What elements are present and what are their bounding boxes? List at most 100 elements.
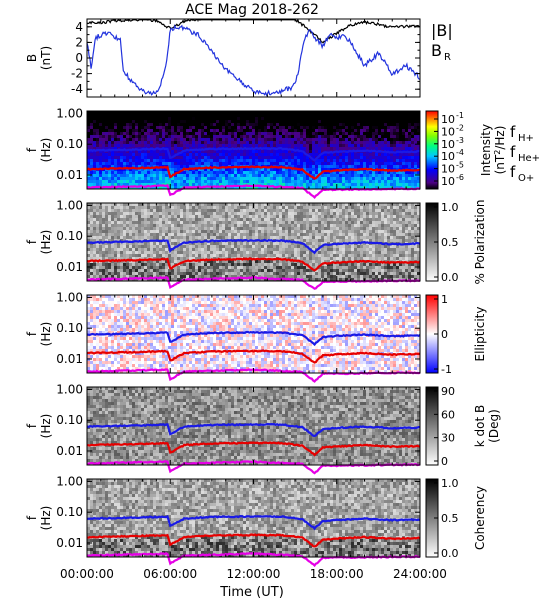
spectrogram-cell — [102, 266, 106, 270]
spectrogram-cell — [105, 206, 109, 210]
spectrogram-cell — [210, 141, 214, 145]
spectrogram-cell — [183, 123, 187, 127]
spectrogram-cell — [126, 218, 130, 222]
spectrogram-cell — [120, 111, 124, 115]
spectrogram-cell — [108, 156, 112, 160]
spectrogram-cell — [156, 278, 160, 282]
spectrogram-cell — [171, 242, 175, 246]
spectrogram-cell — [213, 141, 217, 145]
spectrogram-cell — [96, 171, 100, 175]
spectrogram-cell — [108, 269, 112, 273]
spectrogram-cell — [144, 162, 148, 166]
spectrogram-cell — [243, 212, 247, 216]
spectrogram-cell — [366, 171, 370, 175]
spectrogram-cell — [153, 233, 157, 237]
spectrogram-cell — [129, 203, 133, 207]
spectrogram-cell — [174, 135, 178, 139]
spectrogram-cell — [114, 138, 118, 142]
spectrogram-cell — [297, 254, 301, 258]
spectrogram-cell — [201, 129, 205, 133]
spectrogram-cell — [375, 165, 379, 169]
spectrogram-cell — [417, 183, 421, 187]
spectrogram-cell — [180, 111, 184, 115]
spectrogram-cell — [261, 114, 265, 118]
spectrogram-cell — [117, 171, 121, 175]
spectrogram-cell — [363, 165, 367, 169]
spectrogram-cell — [102, 245, 106, 249]
spectrogram-cell — [216, 129, 220, 133]
spectrogram-cell — [126, 263, 130, 267]
spectrogram-cell — [291, 275, 295, 279]
spectrogram-cell — [270, 266, 274, 270]
spectrogram-cell — [105, 135, 109, 139]
spectrogram-cell — [150, 266, 154, 270]
spectrogram-cell — [159, 111, 163, 115]
spectrogram-cell — [96, 165, 100, 169]
spectrogram-cell — [192, 174, 196, 178]
spectrogram-cell — [267, 168, 271, 172]
spectrogram-cell — [123, 263, 127, 267]
colorbar-tick-label: 10 — [441, 150, 455, 163]
spectrogram-cell — [171, 183, 175, 187]
spectrogram-cell — [195, 162, 199, 166]
spectrogram-cell — [261, 150, 265, 154]
spectrogram-cell — [117, 245, 121, 249]
spectrogram-cell — [315, 126, 319, 130]
spectrogram-cell — [264, 209, 268, 213]
spectrogram-cell — [162, 153, 166, 157]
spectrogram-cell — [207, 230, 211, 234]
spectrogram-cell — [96, 242, 100, 246]
spectrogram-cell — [117, 177, 121, 181]
spectrogram-cell — [141, 260, 145, 264]
spectrogram-cell — [162, 269, 166, 273]
spectrogram-cell — [144, 254, 148, 258]
spectrogram-cell — [150, 174, 154, 178]
spectrogram-cell — [417, 117, 421, 121]
spectrogram-cell — [294, 224, 298, 228]
spectrogram-cell — [111, 159, 115, 163]
spectrogram-cell — [240, 114, 244, 118]
spectrogram-cell — [120, 120, 124, 124]
spectrogram-cell — [114, 236, 118, 240]
spectrogram-cell — [234, 203, 238, 207]
spectrogram-cell — [120, 132, 124, 136]
spectrogram-cell — [102, 269, 106, 273]
spectrogram-cell — [102, 135, 106, 139]
spectrogram-cell — [219, 251, 223, 255]
spectrogram-cell — [96, 135, 100, 139]
spectrogram-cell — [237, 138, 241, 142]
spectrogram-cell — [159, 269, 163, 273]
spectrogram-cell — [177, 129, 181, 133]
spectrogram-cell — [132, 206, 136, 210]
spectrogram-cell — [303, 221, 307, 225]
spectrogram-cell — [210, 254, 214, 258]
spectrogram-cell — [321, 144, 325, 148]
spectrogram-cell — [204, 269, 208, 273]
spectrogram-cell — [351, 114, 355, 118]
spectrogram-cell — [414, 180, 418, 184]
spectrogram-cell — [135, 183, 139, 187]
spectrogram-cell — [174, 230, 178, 234]
spectrogram-cell — [243, 254, 247, 258]
spectrogram-cell — [180, 114, 184, 118]
spectrogram-cell — [228, 150, 232, 154]
spectrogram-cell — [180, 147, 184, 151]
spectrogram-cell — [315, 153, 319, 157]
spectrogram-cell — [402, 111, 406, 115]
spectrogram-cell — [192, 120, 196, 124]
spectrogram-cell — [165, 254, 169, 258]
spectrogram-cell — [315, 168, 319, 172]
spectrogram-cell — [285, 171, 289, 175]
spectrogram-cell — [150, 114, 154, 118]
spectrogram-cell — [390, 165, 394, 169]
spectrogram-cell — [309, 165, 313, 169]
spectrogram-cell — [111, 206, 115, 210]
spectrogram-cell — [204, 120, 208, 124]
spectrogram-cell — [240, 245, 244, 249]
spectrogram-cell — [258, 212, 262, 216]
spectrogram-cell — [156, 159, 160, 163]
spectrogram-cell — [279, 227, 283, 231]
spectrogram-cell — [270, 120, 274, 124]
spectrogram-cell — [120, 141, 124, 145]
spectrogram-cell — [204, 162, 208, 166]
